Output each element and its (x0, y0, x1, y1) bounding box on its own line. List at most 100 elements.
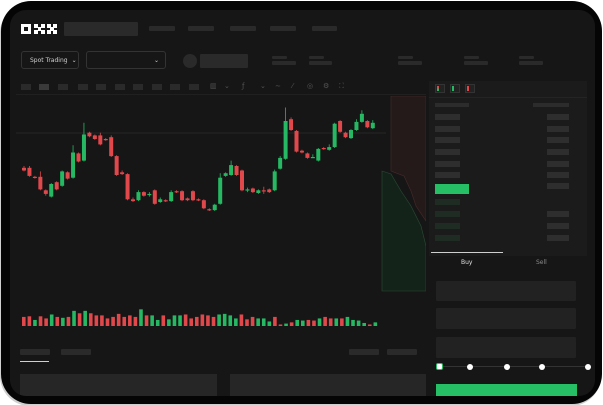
candle-body (343, 132, 348, 138)
candle-body (185, 198, 190, 201)
timeframe-button[interactable] (96, 84, 106, 90)
slider-stop[interactable] (504, 364, 510, 370)
candle-body (98, 135, 103, 145)
volume-bar (100, 315, 104, 326)
candle (114, 155, 119, 176)
candle-body (43, 190, 48, 194)
candle (92, 134, 97, 140)
nav-item[interactable] (149, 26, 175, 31)
price-input[interactable] (436, 281, 576, 301)
volume-bar (66, 316, 71, 326)
candle (87, 131, 92, 138)
timeframe-button[interactable] (78, 84, 88, 90)
okx-logo[interactable] (21, 22, 58, 36)
volume-bar (94, 315, 99, 326)
slider-stop[interactable] (467, 364, 473, 370)
amount-input[interactable] (436, 308, 576, 329)
timeframe-button[interactable] (152, 84, 162, 90)
candle-body (190, 191, 195, 201)
tab-underline (20, 361, 49, 362)
candle-body (207, 209, 212, 211)
volume-bar (116, 313, 121, 326)
filter-button[interactable] (349, 349, 379, 355)
volume-bar (111, 316, 115, 326)
volume-bar (267, 321, 272, 326)
slider-stop[interactable] (539, 364, 545, 370)
candle (349, 129, 353, 139)
timeframe-button[interactable] (21, 84, 31, 90)
orderbook-bids-icon[interactable] (450, 84, 460, 93)
brush-icon[interactable]: ⁄ (292, 82, 294, 90)
slider-track[interactable] (441, 366, 589, 367)
nav-item[interactable] (312, 26, 337, 31)
candle-body (163, 200, 168, 202)
line-tool-icon[interactable]: ∼ (275, 82, 281, 90)
tab-order-history[interactable] (61, 349, 91, 355)
timeframe-button[interactable] (133, 84, 143, 90)
pair-selector[interactable]: ⌄ (86, 51, 166, 69)
candle-body (332, 123, 337, 148)
tab-sell[interactable]: Sell (536, 259, 547, 266)
candle (120, 170, 125, 175)
stat-label (398, 56, 413, 59)
filter-button[interactable] (387, 349, 417, 355)
volume-bar (306, 319, 311, 326)
settings-icon[interactable]: ⚙ (323, 82, 330, 90)
candle (65, 171, 70, 180)
timeframe-button[interactable] (115, 84, 125, 90)
total-input[interactable] (436, 337, 576, 358)
nav-item[interactable] (230, 26, 256, 31)
volume-bar (72, 310, 76, 326)
candle-body (38, 176, 43, 190)
candle (256, 189, 261, 194)
orderbook-both-icon[interactable] (435, 84, 445, 93)
slider-stop[interactable] (585, 364, 591, 370)
tab-buy[interactable]: Buy (461, 259, 473, 266)
candle-body (354, 121, 359, 130)
candle-body (245, 189, 250, 191)
nav-item[interactable] (188, 26, 214, 31)
search-bar[interactable] (64, 22, 138, 36)
volume-bar (161, 315, 166, 326)
order-book (429, 81, 587, 256)
indicator-icon[interactable]: ƒ (242, 82, 245, 90)
candle-body (65, 172, 70, 179)
volume-bar (61, 317, 65, 326)
fullscreen-icon[interactable]: ⛶ (339, 82, 344, 90)
candle-body (120, 172, 125, 175)
candle-body (240, 170, 244, 191)
chevron-down-icon[interactable]: ⌄ (224, 82, 230, 90)
nav-item[interactable] (270, 26, 296, 31)
volume-bar (44, 318, 48, 326)
candle (229, 160, 234, 176)
timeframe-button[interactable] (189, 84, 199, 90)
volume-bar (27, 316, 32, 326)
orderbook-asks-icon[interactable] (465, 84, 475, 93)
candle (76, 152, 81, 163)
candlestick-chart[interactable] (16, 96, 426, 346)
candle-body (196, 199, 201, 201)
candle (283, 107, 288, 160)
candle (343, 131, 348, 139)
volume-bar (183, 314, 188, 326)
volume-bar (278, 324, 283, 326)
timeframe-button[interactable] (58, 84, 68, 90)
market-selector[interactable]: Spot Trading ⌄ (21, 51, 79, 69)
bid-amount (547, 223, 569, 229)
chevron-down-icon[interactable]: ⌄ (260, 82, 266, 90)
ask-amount (547, 137, 569, 143)
candle (327, 144, 332, 151)
timeframe-button[interactable] (39, 84, 49, 90)
candle-body (310, 157, 315, 159)
camera-icon[interactable]: ◎ (307, 82, 314, 90)
candle (278, 156, 283, 170)
volume-bar (228, 315, 233, 326)
tab-open-orders[interactable] (20, 349, 50, 355)
chevron-down-icon: ⌄ (71, 56, 77, 64)
timeframe-button[interactable] (170, 84, 180, 90)
candle-type-icon[interactable]: ▥ (210, 82, 217, 90)
ask-amount (547, 183, 569, 189)
slider-handle[interactable] (436, 363, 443, 370)
buy-button[interactable] (436, 384, 577, 396)
candle-body (218, 177, 223, 204)
